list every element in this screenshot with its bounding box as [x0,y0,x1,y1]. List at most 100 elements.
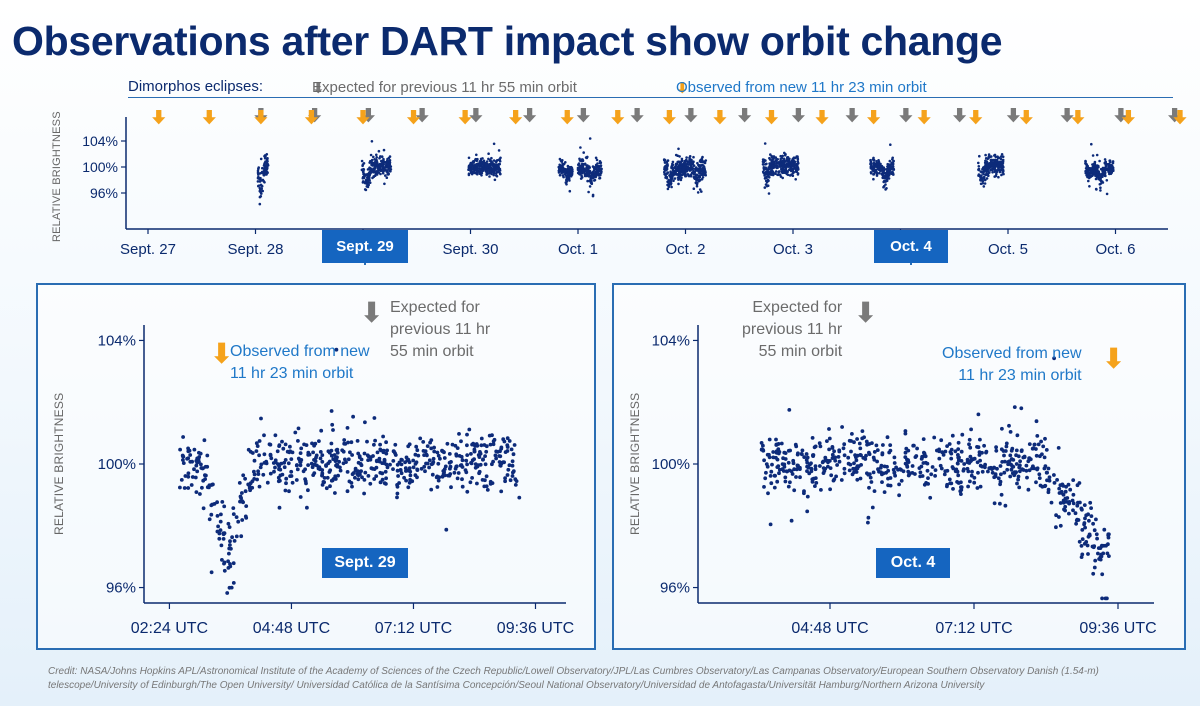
overview-data-point [370,158,374,162]
overview-data-point [481,169,484,173]
sept29-data-point [460,465,465,469]
overview-expected-arrow [523,108,537,123]
oct4-data-point [959,492,963,496]
sept29-data-point [385,448,389,453]
oct4-data-point [1087,518,1091,523]
sept29-data-point [240,518,245,522]
overview-tag-sept29[interactable]: Sept. 29 [322,230,408,263]
overview-data-point [684,163,688,167]
sept29-data-point [476,463,480,468]
sept29-data-point [399,462,404,467]
sept29-data-point [484,484,489,489]
sept29-data-point [327,459,332,464]
overview-data-point [259,195,263,198]
sept29-data-point [288,444,292,449]
sept29-data-point [304,443,309,447]
overview-data-point [791,169,795,172]
overview-expected-arrow [791,108,805,123]
oct4-data-point [835,463,839,467]
overview-data-point [663,170,666,174]
overview-data-point [488,175,491,178]
overview-data-point [582,151,585,154]
sept29-data-point [459,439,463,444]
overview-data-point [872,159,876,162]
sept29-data-point [248,488,253,493]
overview-data-point [766,184,770,187]
sept29-data-point [510,459,515,464]
overview-data-point [786,173,790,177]
sept29-data-point [428,440,432,445]
sept29-data-point [277,505,282,510]
overview-data-point [1095,164,1098,168]
overview-data-point [669,177,673,181]
oct4-data-point [766,491,770,496]
oct4-data-point [1056,446,1061,450]
sept29-data-point [290,480,295,485]
overview-data-point [478,163,482,166]
sept29-data-point [289,457,294,461]
overview-data-point [889,163,892,166]
overview-data-point [263,165,267,169]
sept29-data-point [377,456,382,461]
overview-data-point [1088,173,1091,176]
oct4-data-point [906,448,911,453]
oct4-data-point [1009,462,1013,467]
oct4-data-point [1008,453,1013,458]
oct4-data-point [1077,539,1082,544]
sept29-data-point [264,459,269,464]
sept29-data-point [202,438,207,443]
overview-observed-arrow [1019,110,1033,125]
oct4-data-point [799,452,804,456]
overview-data-point [494,174,498,177]
oct4-data-point [788,448,792,453]
oct4-data-point [1055,478,1059,482]
oct4-data-point [1087,532,1092,537]
oct4-data-point [818,464,822,468]
oct4-data-point [872,457,877,462]
sept29-data-point [395,491,400,496]
overview-data-point [384,174,387,177]
sept29-data-point [259,462,264,467]
overview-xtick-label: Oct. 2 [665,241,705,258]
sept29-data-point [286,461,291,466]
sept29-data-point [445,441,450,446]
sept29-data-point [517,495,522,500]
oct4-data-point [972,475,977,480]
sept29-data-point [429,462,434,467]
overview-data-point [581,169,584,172]
sept29-data-point [238,494,243,499]
sept29-data-point [205,453,210,458]
overview-data-point [687,163,691,166]
overview-data-point [478,167,482,171]
sept29-xtick-label: 09:36 UTC [497,620,574,637]
oct4-data-point [892,461,897,465]
overview-data-point [1110,170,1113,174]
overview-data-point [770,166,773,170]
oct4-data-point [802,491,806,496]
oct4-data-point [795,452,800,457]
oct4-data-point [821,466,826,470]
sept29-data-point [356,473,361,478]
overview-data-point [1090,169,1094,172]
sept29-ytick-label: 104% [98,332,136,349]
oct4-data-point [875,448,880,452]
sept29-data-point [385,465,390,470]
oct4-data-point [854,455,858,460]
overview-data-point [695,184,699,188]
overview-tag-oct4[interactable]: Oct. 4 [874,230,948,263]
sept29-data-point [399,471,404,476]
oct4-data-point [858,476,863,481]
sept29-data-point [425,461,430,466]
sept29-data-point [186,486,191,490]
oct4-data-point [999,472,1003,477]
sept29-data-point [273,433,278,438]
oct4-data-point [910,471,915,475]
overview-data-point [1109,160,1112,164]
oct4-data-point [932,435,937,440]
overview-data-point [664,164,667,168]
overview-data-point [382,160,386,164]
sept29-data-point [465,489,470,494]
overview-data-point [577,162,581,165]
sept29-data-point [365,439,369,444]
sept29-xtick-label: 07:12 UTC [375,620,452,637]
